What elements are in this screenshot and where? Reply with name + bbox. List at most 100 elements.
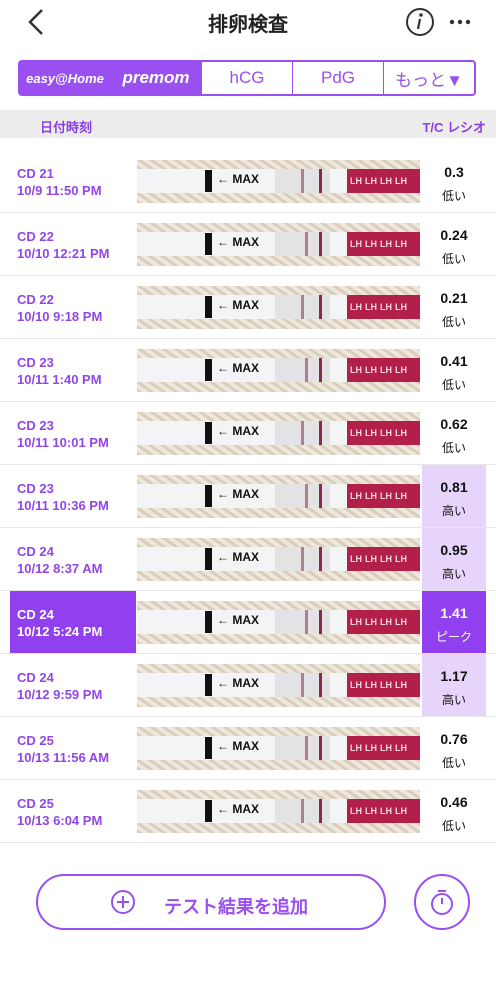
tc-ratio: 0.24 [440,227,468,243]
date-cell: CD 22 10/10 12:21 PM [10,213,136,275]
strip-brand: LH [380,302,392,312]
strip-brand: LH [350,680,362,690]
brand-tab[interactable]: hCG [202,62,293,94]
timer-button[interactable] [413,873,471,931]
strip-brand: LH [395,491,407,501]
more-button[interactable] [449,19,471,25]
strip-brand: LH [350,554,362,564]
test-strip-photo: ← MAX LH LH LH LH [137,475,420,518]
result-row[interactable]: CD 24 10/12 9:59 PM ← MAX LH LH LH LH 1.17 高い [0,654,496,717]
control-line [319,799,322,823]
date-time: 10/13 11:56 AM [17,750,110,765]
strip-brand: LH [350,743,362,753]
control-line [319,484,322,508]
result-row[interactable]: CD 22 10/10 9:18 PM ← MAX LH LH LH LH 0.21 低い [0,276,496,339]
result-row[interactable]: CD 22 10/10 12:21 PM ← MAX LH LH LH LH 0.24 低い [0,213,496,276]
test-strip-photo: ← MAX LH LH LH LH [137,412,420,455]
lh-level: 高い [441,567,466,581]
date-cell: CD 24 10/12 5:24 PM [10,591,136,653]
result-row[interactable]: CD 24 10/12 8:37 AM ← MAX LH LH LH LH 0.95 高い [0,528,496,591]
date-cell: CD 23 10/11 10:01 PM [10,402,136,464]
strip-brand: LH [365,554,377,564]
strip-brand: LH [350,491,362,501]
cycle-day: CD 23 [17,481,54,496]
result-row[interactable]: CD 25 10/13 11:56 AM ← MAX LH LH LH LH 0.76 低い [0,717,496,780]
strip-brand: LH [380,428,392,438]
strip-brand: LH [395,302,407,312]
strip-brand: LH [380,806,392,816]
strip-max: MAX [232,487,260,501]
result-row[interactable]: CD 23 10/11 10:36 PM ← MAX LH LH LH LH 0.81 高い [0,465,496,528]
strip-brand: LH [380,554,392,564]
strip-brand: LH [395,806,407,816]
strip-brand: LH [350,302,362,312]
lh-level: 低い [441,378,466,392]
test-line [305,232,308,256]
ratio-cell: 1.41 ピーク [422,591,486,653]
strip-max: MAX [232,361,260,375]
control-line [319,295,322,319]
plus-icon [111,890,135,914]
back-button[interactable] [28,9,43,35]
strip-max-text: ← MAX [217,802,260,816]
lh-level: 低い [441,315,466,329]
lh-level: 低い [441,819,466,833]
strip-brand: LH [365,806,377,816]
result-row[interactable]: CD 24 10/12 5:24 PM ← MAX LH LH LH LH 1.41 ピーク [0,591,496,654]
strip-max: MAX [232,550,260,564]
brand-tab[interactable]: easy@Home [20,62,111,94]
date-time: 10/12 9:59 PM [17,687,103,702]
date-time: 10/10 12:21 PM [17,246,110,261]
strip-block [205,800,212,822]
test-strip-photo: ← MAX LH LH LH LH [137,601,420,644]
date-cell: CD 21 10/9 11:50 PM [10,150,136,212]
control-line [319,169,322,193]
strip-brand: LH [380,680,392,690]
lh-level: 高い [441,693,466,707]
strip-brand: LH [395,743,407,753]
strip-handle: LH LH LH LH [347,799,420,823]
result-row[interactable]: CD 23 10/11 1:40 PM ← MAX LH LH LH LH 0.41 低い [0,339,496,402]
strip-block [205,170,212,192]
info-button[interactable] [406,8,434,36]
brand-tab[interactable]: premom [111,62,202,94]
strip-brand: LH [395,365,407,375]
brand-tab[interactable]: PdG [293,62,384,94]
strip-max-text: ← MAX [217,298,260,312]
date-time: 10/11 10:36 PM [17,498,109,513]
add-result-button[interactable]: テスト結果を追加 [36,874,386,930]
strip-max-text: ← MAX [217,424,260,438]
strip-brand: LH [350,617,362,627]
strip-block [205,233,212,255]
lh-level: 低い [441,252,466,266]
test-strip-photo: ← MAX LH LH LH LH [137,790,420,833]
lh-level: 低い [441,441,466,455]
tc-ratio: 0.41 [440,353,468,369]
date-cell: CD 25 10/13 11:56 AM [10,717,136,779]
test-strip: ← MAX LH LH LH LH [137,736,420,760]
strip-brand: LH [380,491,392,501]
strip-max-text: ← MAX [217,676,260,690]
strip-brand: LH [365,680,377,690]
ratio-column: T/C レシオ [422,120,486,135]
result-row[interactable]: CD 23 10/11 10:01 PM ← MAX LH LH LH LH 0.62 低い [0,402,496,465]
strip-block [205,485,212,507]
result-row[interactable]: CD 21 10/9 11:50 PM ← MAX LH LH LH LH 0.3 低い [0,150,496,213]
strip-brand: LH [380,617,392,627]
tc-ratio: 0.21 [440,290,468,306]
cycle-day: CD 22 [17,292,54,307]
ratio-cell: 1.17 高い [422,654,486,716]
ratio-cell: 0.46 低い [422,780,486,842]
strip-brand: LH [380,239,392,249]
date-cell: CD 23 10/11 1:40 PM [10,339,136,401]
brand-tab[interactable]: もっと▼ [395,70,463,90]
strip-brand: LH [350,365,362,375]
test-strip: ← MAX LH LH LH LH [137,421,420,445]
strip-brand: LH [365,743,377,753]
strip-max-text: ← MAX [217,235,260,249]
result-row[interactable]: CD 25 10/13 6:04 PM ← MAX LH LH LH LH 0.46 低い [0,780,496,843]
strip-handle: LH LH LH LH [347,736,420,760]
test-line [301,421,304,445]
cycle-day: CD 24 [17,670,54,685]
strip-brand: LH [395,680,407,690]
